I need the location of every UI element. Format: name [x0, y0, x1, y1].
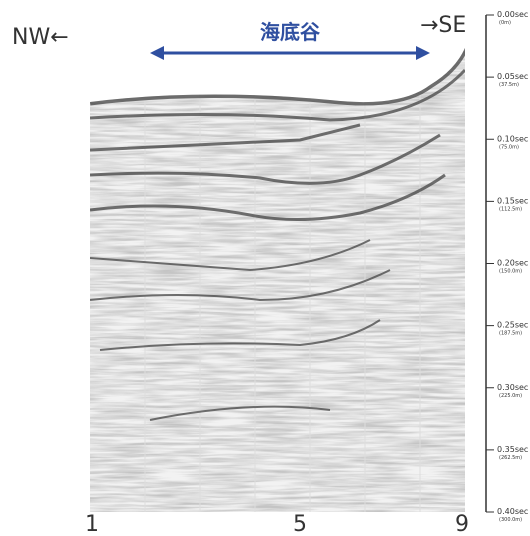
seismic-figure: NW← →SE 海底谷 0.00sec(0m) 0.05sec(37.5m) 0.1…: [0, 0, 530, 536]
station-label: 9: [455, 512, 469, 536]
time-label: 0.15sec: [497, 196, 528, 205]
direction-left: NW←: [12, 25, 69, 50]
depth-label: (112.5m): [499, 206, 522, 212]
depth-label: (37.5m): [499, 82, 519, 88]
time-label: 0.10sec: [497, 134, 528, 143]
depth-label: (150.0m): [499, 269, 522, 275]
seismic-profile: [90, 40, 466, 515]
depth-label: (0m): [499, 20, 511, 26]
time-label: 0.20sec: [497, 259, 528, 268]
valley-arrow: [150, 46, 430, 60]
direction-right: →SE: [420, 13, 466, 38]
valley-label: 海底谷: [260, 20, 321, 44]
time-label: 0.25sec: [497, 321, 528, 330]
time-label: 0.05sec: [497, 72, 528, 81]
depth-label: (300.0m): [499, 517, 522, 523]
station-label: 1: [85, 512, 99, 536]
station-label: 5: [293, 512, 307, 536]
time-label: 0.40sec: [497, 507, 528, 516]
time-label: 0.00sec: [497, 10, 528, 19]
depth-label: (187.5m): [499, 331, 522, 337]
depth-label: (225.0m): [499, 393, 522, 399]
time-label: 0.30sec: [497, 383, 528, 392]
depth-label: (75.0m): [499, 144, 519, 150]
depth-label: (262.5m): [499, 455, 522, 461]
time-label: 0.35sec: [497, 445, 528, 454]
